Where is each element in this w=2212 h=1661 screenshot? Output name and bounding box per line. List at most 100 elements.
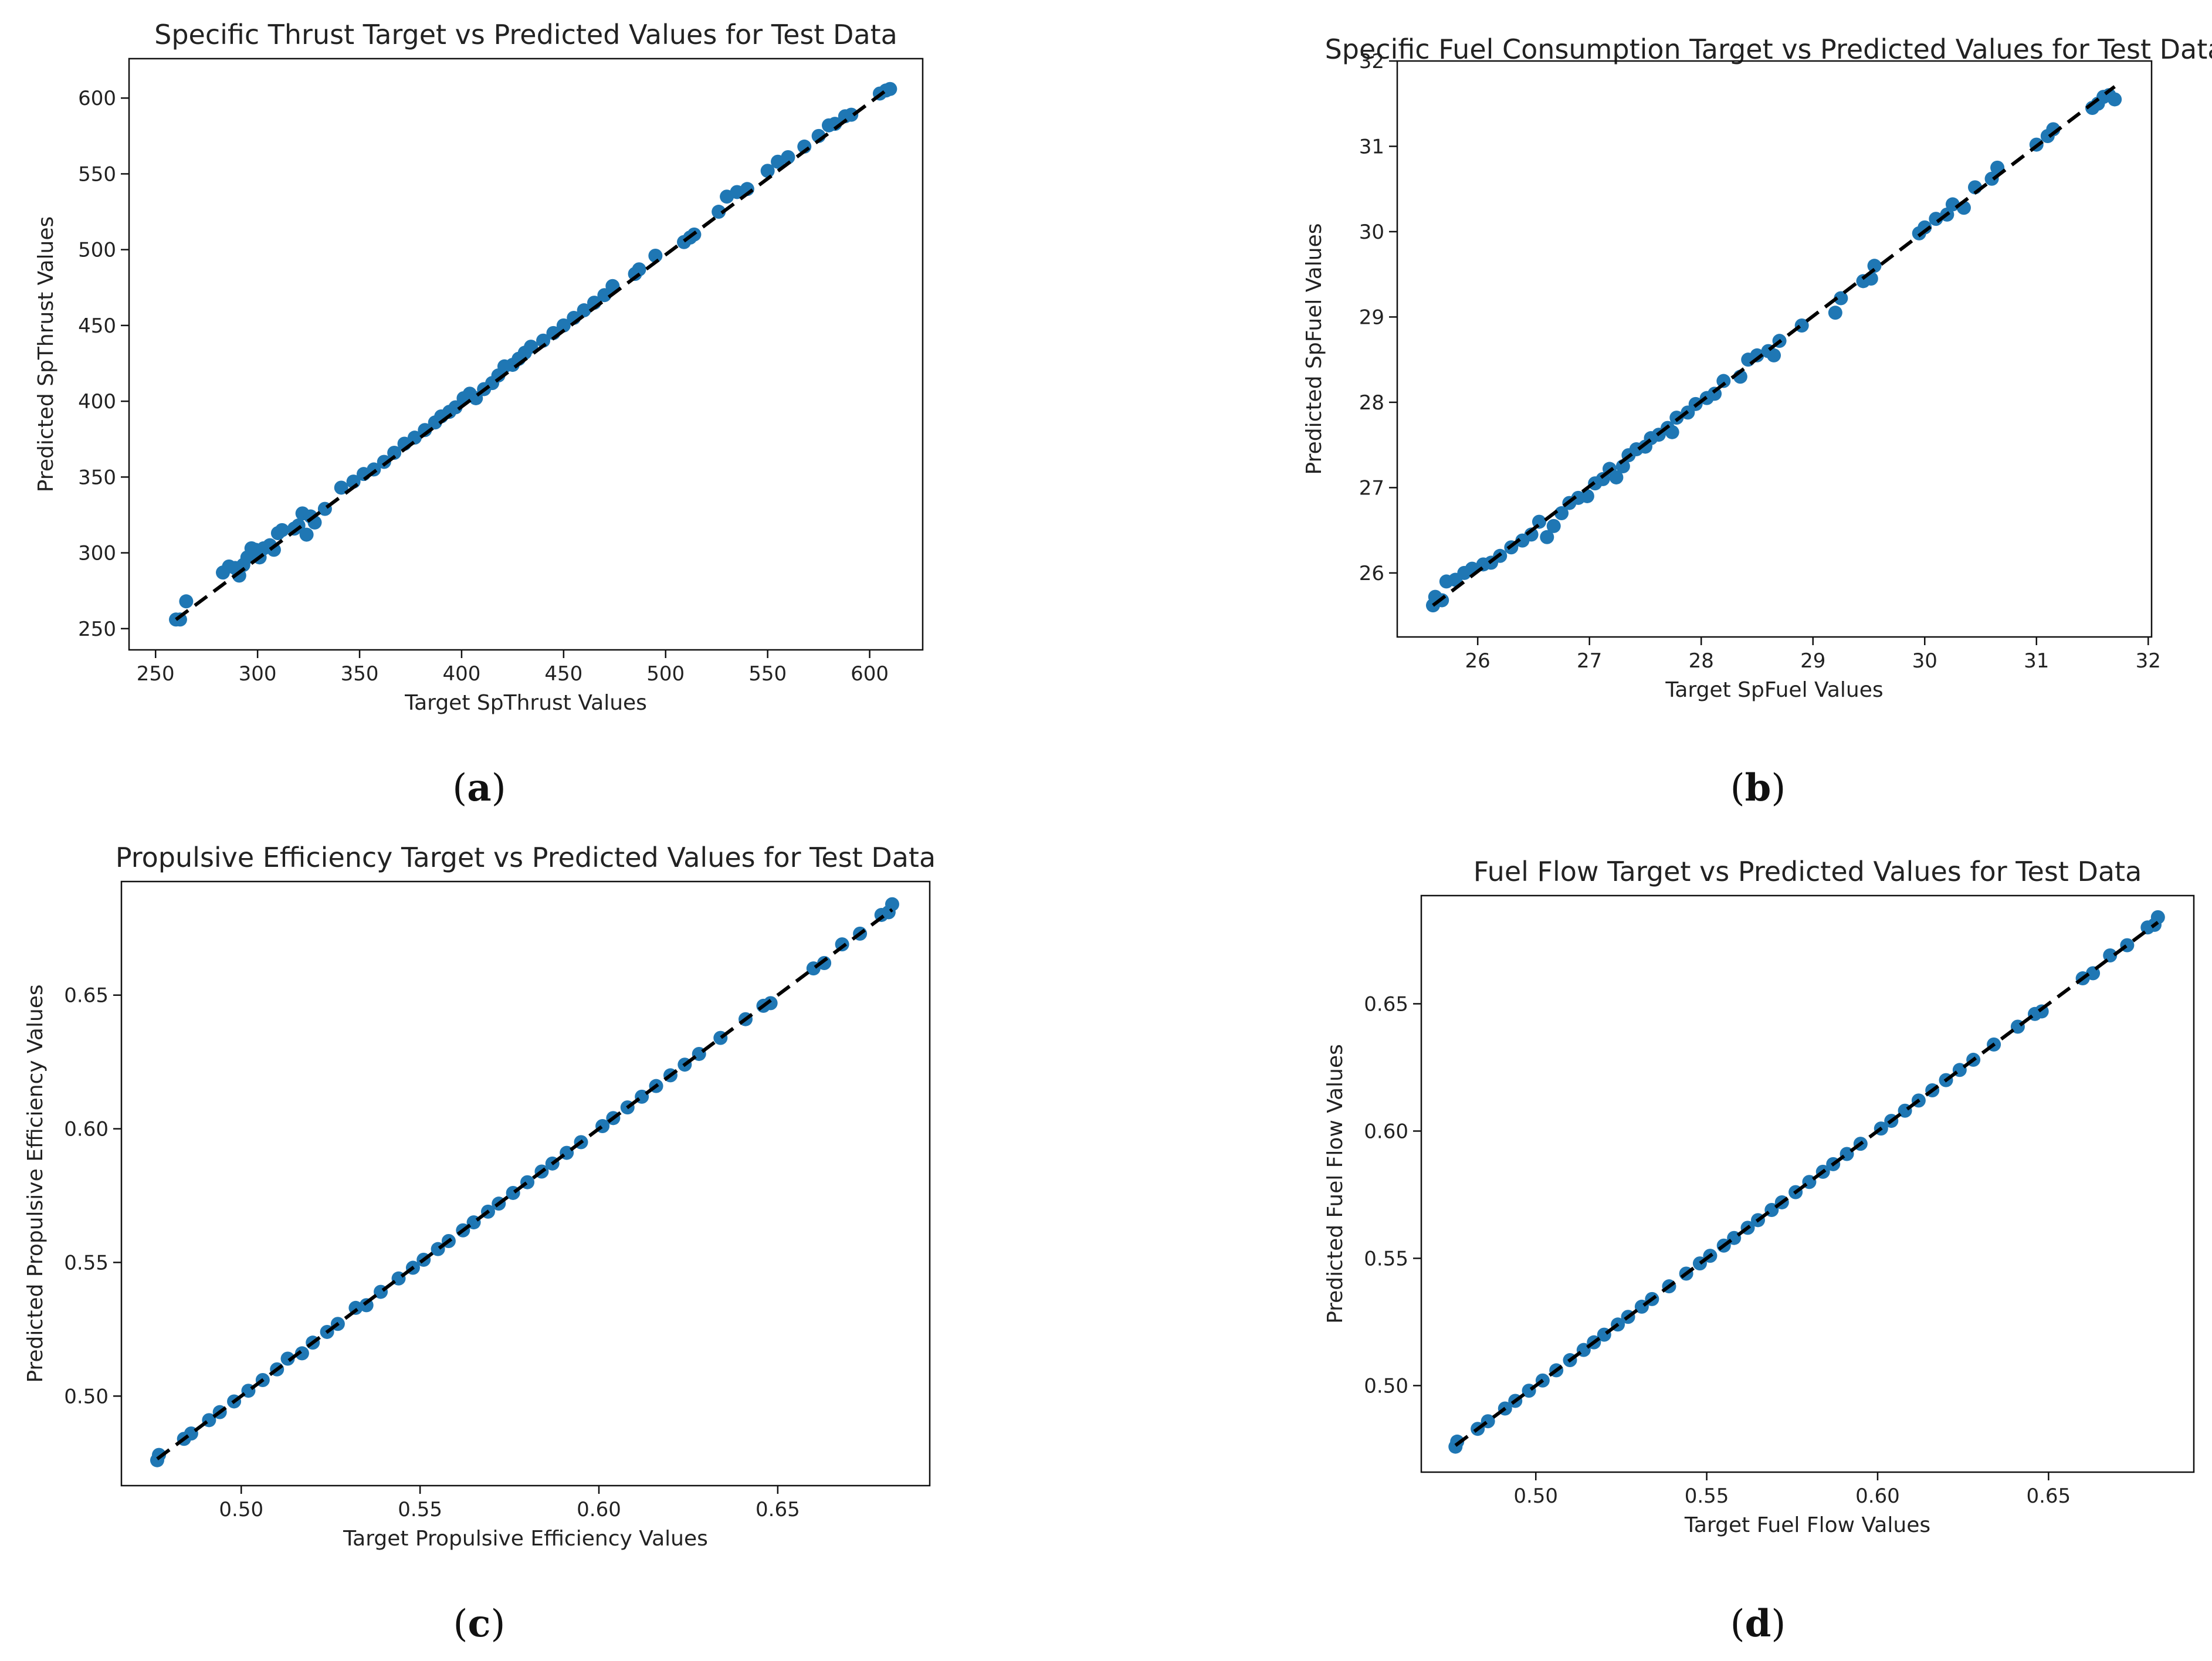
chart-b-frame: [1396, 60, 2153, 638]
data-point: [1828, 306, 1842, 320]
chart-a-reference-line: [175, 86, 892, 621]
data-point: [387, 446, 402, 460]
data-point: [536, 333, 551, 348]
y-tick-label: 450: [78, 314, 116, 338]
chart-b-points: [1425, 88, 2122, 613]
chart-a: Specific Thrust Target vs Predicted Valu…: [34, 19, 924, 810]
y-tick-label: 31: [1359, 135, 1384, 158]
x-tick-label: 0.50: [219, 1498, 263, 1521]
data-point: [885, 897, 899, 911]
data-point: [2150, 910, 2165, 924]
data-point: [275, 523, 289, 537]
chart-c-frame: [120, 880, 931, 1487]
y-tick-label: 350: [78, 466, 116, 489]
chart-a-caption: (a): [452, 766, 506, 810]
chart-c-title: Propulsive Efficiency Target vs Predicte…: [116, 842, 936, 873]
data-point: [597, 288, 612, 303]
y-tick-label: 550: [78, 162, 116, 186]
chart-a-title: Specific Thrust Target vs Predicted Valu…: [154, 19, 897, 50]
data-point: [1540, 530, 1554, 544]
chart-b: Specific Fuel Consumption Target vs Pred…: [1302, 33, 2212, 810]
y-tick-label: 32: [1359, 50, 1384, 73]
data-point: [712, 205, 726, 219]
chart-b-caption: (b): [1730, 766, 1786, 810]
data-point: [883, 82, 897, 96]
data-point: [334, 480, 348, 495]
data-point: [763, 996, 778, 1011]
data-point: [2108, 92, 2122, 107]
x-tick-label: 550: [748, 662, 787, 686]
chart-c-reference-line: [156, 908, 893, 1460]
data-point: [781, 150, 795, 164]
x-tick-label: 250: [137, 662, 175, 686]
data-point: [1867, 259, 1882, 273]
y-tick-label: 600: [78, 87, 116, 110]
data-point: [232, 568, 246, 583]
x-tick-label: 29: [1800, 649, 1825, 673]
data-point: [179, 594, 194, 609]
data-point: [1716, 374, 1731, 388]
chart-d: Fuel Flow Target vs Predicted Values for…: [1323, 856, 2195, 1646]
data-point: [1984, 171, 1999, 186]
x-tick-label: 28: [1689, 649, 1714, 673]
y-tick-label: 0.65: [1364, 992, 1408, 1016]
data-point: [1669, 411, 1684, 425]
data-point: [648, 249, 663, 263]
y-tick-label: 250: [78, 618, 116, 641]
x-tick-label: 0.65: [2026, 1484, 2071, 1508]
y-tick-label: 0.55: [1364, 1247, 1408, 1270]
x-tick-label: 0.55: [1685, 1484, 1729, 1508]
chart-a-xlabel: Target SpThrust Values: [404, 691, 647, 715]
y-tick-label: 27: [1359, 476, 1384, 500]
y-tick-label: 29: [1359, 306, 1384, 329]
data-point: [1546, 518, 1561, 533]
x-tick-label: 450: [544, 662, 582, 686]
x-tick-label: 0.60: [1855, 1484, 1900, 1508]
y-tick-label: 0.65: [64, 984, 109, 1008]
chart-d-frame: [1420, 894, 2195, 1473]
chart-c-caption: (c): [453, 1602, 506, 1646]
x-tick-label: 32: [2136, 649, 2161, 673]
chart-d-caption: (d): [1730, 1602, 1786, 1646]
y-tick-label: 0.50: [64, 1385, 109, 1408]
y-tick-label: 30: [1359, 221, 1384, 244]
chart-b-reference-line: [1432, 85, 2116, 607]
x-tick-label: 0.60: [577, 1498, 621, 1521]
data-point: [1609, 470, 1624, 484]
y-tick-label: 300: [78, 542, 116, 565]
x-tick-label: 31: [2024, 649, 2049, 673]
y-tick-label: 0.50: [1364, 1374, 1408, 1398]
y-tick-label: 0.55: [64, 1251, 109, 1274]
x-tick-label: 0.65: [756, 1498, 800, 1521]
y-tick-label: 0.60: [64, 1118, 109, 1141]
data-point: [294, 1346, 309, 1361]
y-tick-label: 500: [78, 239, 116, 262]
x-tick-label: 300: [239, 662, 277, 686]
x-tick-label: 27: [1577, 649, 1602, 673]
x-tick-label: 600: [851, 662, 889, 686]
data-point: [577, 303, 591, 318]
y-tick-label: 26: [1359, 562, 1384, 585]
chart-d-title: Fuel Flow Target vs Predicted Values for…: [1473, 856, 2142, 887]
chart-b-title: Specific Fuel Consumption Target vs Pred…: [1325, 33, 2212, 65]
data-point: [1554, 506, 1569, 521]
data-point: [1450, 1434, 1465, 1449]
x-tick-label: 0.55: [398, 1498, 442, 1521]
chart-b-ylabel: Predicted SpFuel Values: [1302, 223, 1326, 475]
chart-c: Propulsive Efficiency Target vs Predicte…: [23, 842, 936, 1646]
x-tick-label: 30: [1912, 649, 1937, 673]
data-point: [1918, 220, 1932, 235]
x-tick-label: 350: [341, 662, 379, 686]
x-tick-label: 0.50: [1513, 1484, 1558, 1508]
data-point: [556, 318, 571, 333]
x-tick-label: 500: [646, 662, 685, 686]
chart-d-xlabel: Target Fuel Flow Values: [1684, 1513, 1930, 1537]
data-point: [280, 1351, 295, 1366]
data-point: [407, 430, 422, 445]
data-point: [1929, 212, 1943, 226]
chart-c-xlabel: Target Propulsive Efficiency Values: [343, 1527, 708, 1551]
data-point: [1767, 348, 1781, 362]
chart-a-ylabel: Predicted SpThrust Values: [34, 216, 58, 493]
data-point: [760, 164, 775, 178]
